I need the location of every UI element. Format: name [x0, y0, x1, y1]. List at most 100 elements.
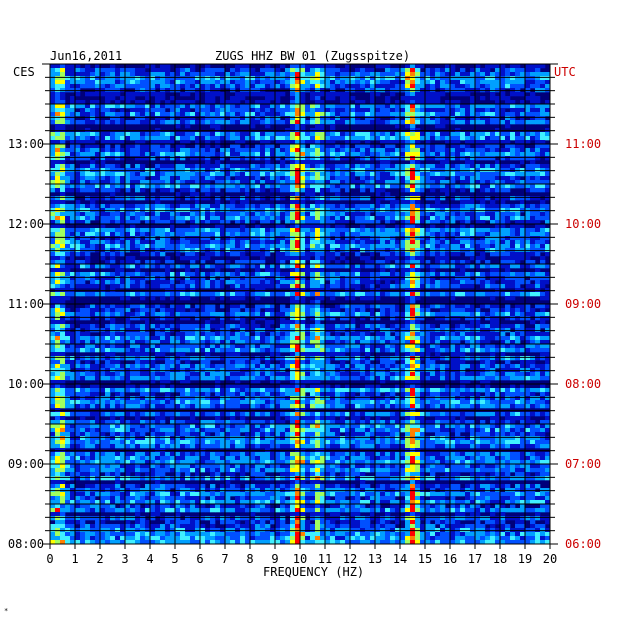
heatmap-cell: [485, 284, 491, 289]
heatmap-cell: [480, 204, 486, 209]
heatmap-cell: [300, 100, 306, 105]
heatmap-cell: [50, 152, 56, 157]
heatmap-cell: [515, 208, 521, 213]
heatmap-cell: [240, 108, 246, 113]
heatmap-cell: [75, 208, 81, 213]
heatmap-cell: [150, 236, 156, 241]
heatmap-cell: [310, 88, 316, 93]
heatmap-cell: [205, 152, 211, 157]
heatmap-cell: [305, 68, 311, 73]
heatmap-cell: [190, 100, 196, 105]
heatmap-cell: [270, 264, 276, 269]
heatmap-cell: [345, 244, 351, 249]
heatmap-cell: [505, 152, 511, 157]
heatmap-cell: [70, 180, 76, 185]
heatmap-cell: [75, 180, 81, 185]
heatmap-cell: [265, 148, 271, 153]
heatmap-cell: [425, 252, 431, 257]
heatmap-cell: [130, 236, 136, 241]
heatmap-cell: [395, 104, 401, 109]
heatmap-cell: [245, 76, 251, 81]
heatmap-cell: [305, 104, 311, 109]
heatmap-cell: [140, 272, 146, 277]
heatmap-cell: [545, 208, 551, 213]
heatmap-cell: [105, 228, 111, 233]
heatmap-cell: [260, 248, 266, 253]
heatmap-cell: [425, 100, 431, 105]
heatmap-cell: [190, 80, 196, 85]
heatmap-cell: [495, 272, 501, 277]
heatmap-cell: [320, 188, 326, 193]
heatmap-cell: [60, 124, 66, 129]
heatmap-cell: [120, 236, 126, 241]
heatmap-cell: [205, 104, 211, 109]
heatmap-cell: [340, 80, 346, 85]
heatmap-cell: [340, 116, 346, 121]
heatmap-cell: [475, 228, 481, 233]
heatmap-cell: [335, 292, 341, 297]
heatmap-cell: [265, 240, 271, 245]
heatmap-cell: [55, 100, 61, 105]
heatmap-cell: [450, 252, 456, 257]
heatmap-cell: [445, 264, 451, 269]
heatmap-cell: [260, 100, 266, 105]
heatmap-cell: [305, 304, 311, 309]
heatmap-cell: [90, 140, 96, 145]
heatmap-cell: [195, 236, 201, 241]
heatmap-cell: [285, 292, 291, 297]
heatmap-cell: [315, 236, 321, 241]
heatmap-cell: [385, 180, 391, 185]
heatmap-cell: [55, 156, 61, 161]
heatmap-cell: [195, 168, 201, 173]
heatmap-cell: [165, 120, 171, 125]
heatmap-cell: [310, 132, 316, 137]
heatmap-cell: [290, 256, 296, 261]
heatmap-cell: [500, 180, 506, 185]
heatmap-cell: [370, 88, 376, 93]
heatmap-cell: [225, 176, 231, 181]
heatmap-cell: [85, 128, 91, 133]
heatmap-cell: [285, 68, 291, 73]
heatmap-cell: [205, 72, 211, 77]
heatmap-cell: [65, 260, 71, 265]
heatmap-cell: [445, 112, 451, 117]
heatmap-cell: [230, 156, 236, 161]
heatmap-cell: [95, 144, 101, 149]
heatmap-cell: [380, 308, 386, 313]
heatmap-cell: [300, 116, 306, 121]
heatmap-cell: [410, 108, 416, 113]
heatmap-cell: [470, 244, 476, 249]
heatmap-cell: [235, 100, 241, 105]
heatmap-cell: [350, 236, 356, 241]
heatmap-cell: [535, 168, 541, 173]
heatmap-cell: [130, 292, 136, 297]
heatmap-cell: [415, 164, 421, 169]
heatmap-cell: [115, 132, 121, 137]
heatmap-cell: [480, 132, 486, 137]
heatmap-cell: [535, 184, 541, 189]
heatmap-cell: [220, 76, 226, 81]
heatmap-cell: [370, 284, 376, 289]
heatmap-cell: [405, 244, 411, 249]
heatmap-cell: [380, 88, 386, 93]
heatmap-cell: [170, 220, 176, 225]
heatmap-cell: [395, 208, 401, 213]
heatmap-cell: [355, 280, 361, 285]
heatmap-cell: [335, 304, 341, 309]
heatmap-cell: [175, 288, 181, 293]
heatmap-cell: [535, 148, 541, 153]
heatmap-cell: [435, 248, 441, 253]
heatmap-cell: [365, 112, 371, 117]
heatmap-cell: [540, 136, 546, 141]
heatmap-cell: [300, 156, 306, 161]
heatmap-cell: [270, 216, 276, 221]
heatmap-cell: [300, 300, 306, 305]
heatmap-cell: [480, 180, 486, 185]
heatmap-cell: [80, 312, 86, 317]
heatmap-cell: [290, 144, 296, 149]
heatmap-cell: [185, 124, 191, 129]
heatmap-cell: [110, 280, 116, 285]
heatmap-cell: [475, 256, 481, 261]
heatmap-cell: [230, 80, 236, 85]
heatmap-cell: [135, 240, 141, 245]
